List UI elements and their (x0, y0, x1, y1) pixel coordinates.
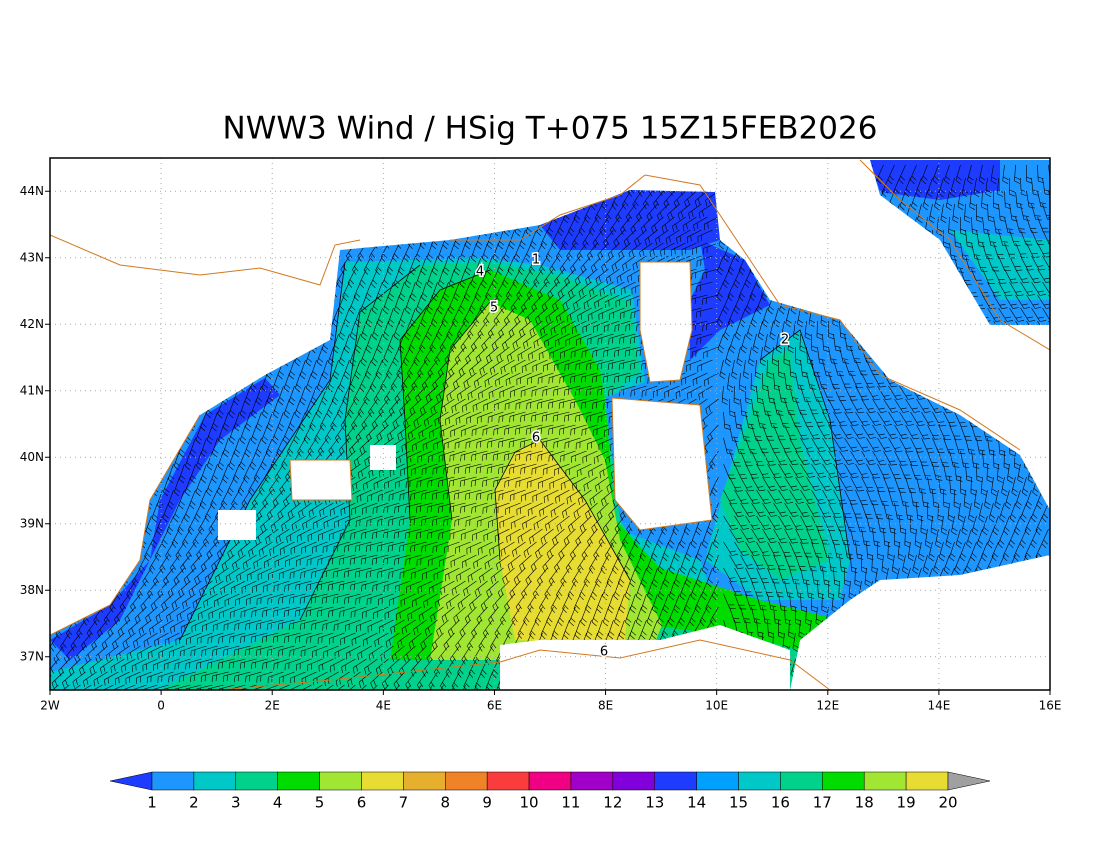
shade-6-7 (495, 440, 630, 642)
colorbar-box (570, 771, 614, 791)
lon-tick-label: 14E (927, 699, 950, 713)
contour-labels: 4 1 5 6 6 2 (474, 251, 790, 661)
coastline (50, 159, 1050, 690)
land-mask (218, 262, 1050, 690)
colorbar-arrow-low (109, 771, 153, 791)
lat-tick-label: 42N (20, 317, 44, 331)
colorbar-label: 16 (771, 794, 790, 812)
colorbar-label: 13 (645, 794, 664, 812)
contour-label: 1 (532, 253, 540, 268)
colorbar-label: 18 (855, 794, 874, 812)
colorbar-label: 10 (520, 794, 539, 812)
lon-tick-label: 12E (816, 699, 839, 713)
contour-label: 6 (532, 431, 540, 446)
colorbar-label: 5 (315, 794, 325, 812)
lat-tick-label: 41N (20, 383, 44, 397)
colorbar-label: 8 (440, 794, 450, 812)
lon-tick-label: 6E (487, 699, 502, 713)
lon-tick-label: 2W (40, 699, 60, 713)
colorbar-label: 9 (482, 794, 492, 812)
colorbar-box (612, 771, 655, 791)
colorbar-box (654, 771, 697, 791)
lat-tick-label: 43N (20, 250, 44, 264)
colorbar-box (528, 771, 572, 791)
colorbar-box (319, 771, 362, 791)
colorbar-label: 3 (231, 794, 241, 812)
colorbar-label: 14 (687, 794, 706, 812)
colorbar-box (738, 771, 781, 791)
colorbar-label: 4 (273, 794, 283, 812)
colorbar-box (403, 771, 446, 791)
colorbar-arrow-high (947, 771, 991, 791)
lon-tick-label: 2E (265, 699, 280, 713)
colorbar-box (863, 771, 907, 791)
colorbar-box (235, 771, 278, 791)
colorbar: 1 2 3 4 5 6 7 8 9 10 11 12 13 14 15 16 17 18 19 20 (109, 771, 991, 812)
field (50, 159, 1050, 690)
lat-tick-label: 44N (20, 184, 44, 198)
wave-height-shading (50, 160, 1050, 690)
colorbar-box (905, 771, 949, 791)
lon-tick-label: 4E (376, 699, 391, 713)
lat-tick-label: 39N (20, 516, 44, 530)
colorbar-box (193, 771, 237, 791)
colorbar-label: 20 (938, 794, 957, 812)
plot-frame (49, 157, 1051, 691)
colorbar-label: 17 (813, 794, 832, 812)
graticule: 2W 0 2E 4E 6E 8E 10E 12E 14E 16E37N38N39N40N41N42… (20, 158, 1062, 713)
contour-label: 6 (600, 645, 608, 660)
colorbar-box (780, 771, 823, 791)
colorbar-box (445, 771, 488, 791)
lat-tick-label: 40N (20, 450, 44, 464)
lon-tick-label: 10E (705, 699, 728, 713)
colorbar-label: 19 (897, 794, 916, 812)
colorbar-label: 11 (561, 794, 580, 812)
contour-label: 4 (476, 265, 484, 280)
colorbar-box (486, 771, 530, 791)
lon-tick-label: 8E (598, 699, 613, 713)
contour-label: 2 (781, 333, 789, 348)
colorbar-box (361, 771, 404, 791)
colorbar-label: 6 (357, 794, 367, 812)
lon-tick-label: 0 (157, 699, 165, 713)
colorbar-label: 15 (729, 794, 748, 812)
colorbar-label: 2 (189, 794, 199, 812)
colorbar-box (822, 771, 865, 791)
contour-lines (179, 261, 851, 641)
contour-label: 5 (490, 301, 498, 316)
colorbar-box (696, 771, 739, 791)
lat-tick-label: 37N (20, 649, 44, 663)
colorbar-box (277, 771, 320, 791)
lon-tick-label: 16E (1039, 699, 1062, 713)
shade-below-1 (50, 160, 1000, 660)
colorbar-label: 1 (147, 794, 157, 812)
map-title: NWW3 Wind / HSig T+075 15Z15FEB2026 (223, 111, 878, 147)
colorbar-label: 7 (399, 794, 409, 812)
colorbar-label: 12 (603, 794, 622, 812)
lat-tick-label: 38N (20, 583, 44, 597)
colorbar-box (151, 771, 195, 791)
